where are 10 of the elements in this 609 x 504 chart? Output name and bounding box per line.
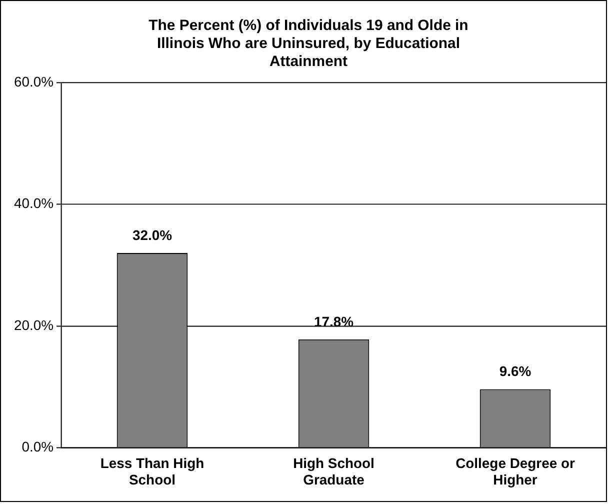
y-tick-label: 60.0% bbox=[14, 74, 54, 90]
x-tick-label: High School Graduate bbox=[293, 454, 374, 488]
data-label: 32.0% bbox=[132, 226, 173, 243]
chart-title: The Percent (%) of Individuals 19 and Olde in Illinois Who are Uninsured, by Educational Attainment bbox=[148, 17, 468, 70]
y-tick-label: 40.0% bbox=[14, 195, 54, 212]
y-tick-label: 0.0% bbox=[22, 438, 54, 454]
x-tick-label: Less Than High School bbox=[100, 454, 204, 488]
y-tick-label: 20.0% bbox=[14, 316, 54, 333]
data-label: 9.6% bbox=[499, 363, 532, 380]
x-tick-label: College Degree or Higher bbox=[456, 454, 576, 488]
